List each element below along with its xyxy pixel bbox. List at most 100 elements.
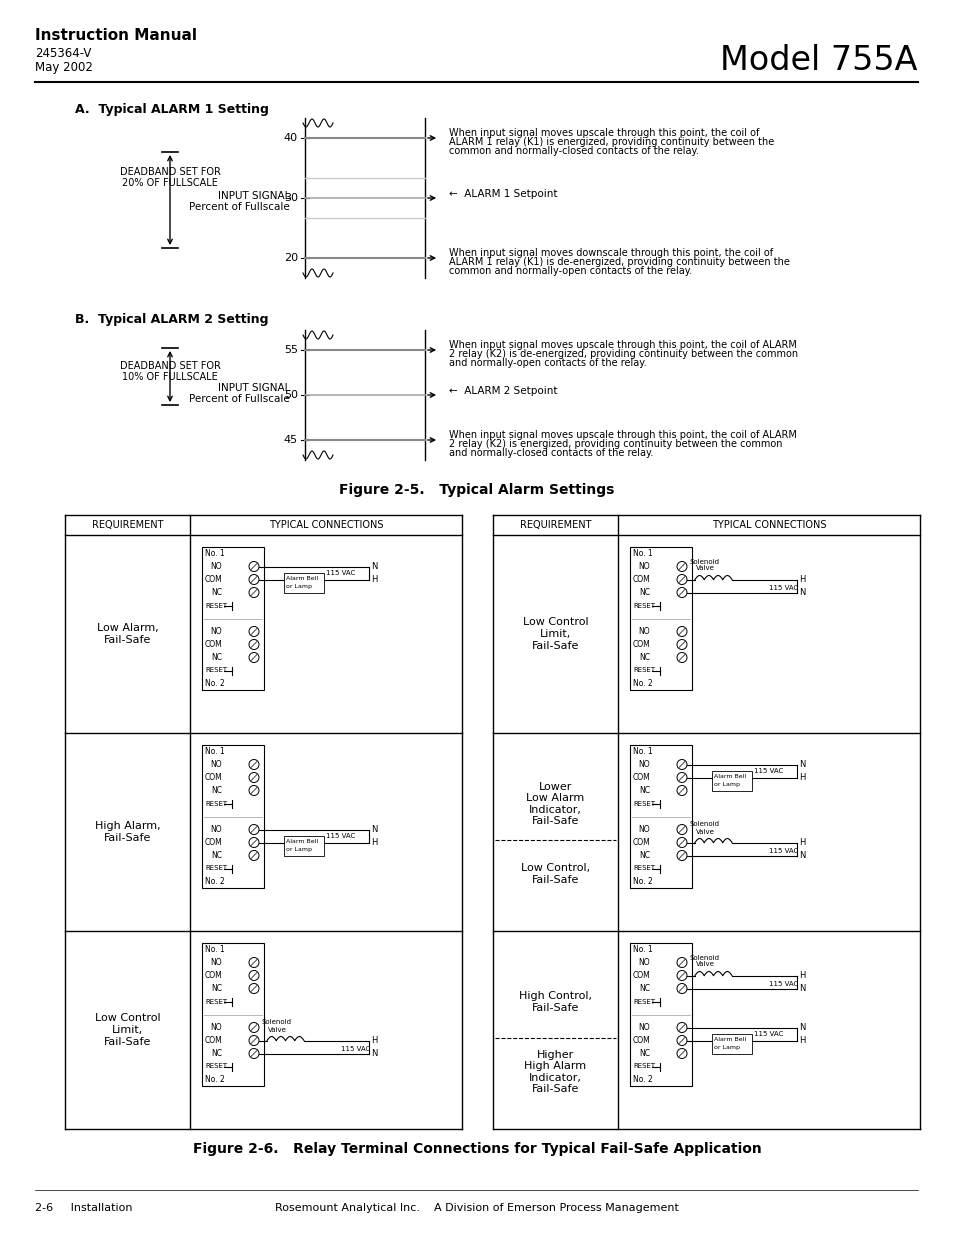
- Circle shape: [249, 957, 258, 967]
- Bar: [711, 771, 751, 790]
- Text: N: N: [799, 1023, 804, 1032]
- Text: 50: 50: [284, 390, 297, 400]
- Text: Alarm Bell: Alarm Bell: [713, 1037, 745, 1042]
- Circle shape: [677, 837, 686, 847]
- Text: No. 1: No. 1: [205, 945, 225, 953]
- Circle shape: [677, 1035, 686, 1046]
- Text: N: N: [799, 851, 804, 860]
- Text: When input signal moves upscale through this point, the coil of ALARM: When input signal moves upscale through …: [449, 340, 796, 350]
- Text: NC: NC: [639, 785, 649, 795]
- Text: Higher
High Alarm
Indicator,
Fail-Safe: Higher High Alarm Indicator, Fail-Safe: [524, 1050, 586, 1094]
- Circle shape: [677, 785, 686, 795]
- Text: and normally-closed contacts of the relay.: and normally-closed contacts of the rela…: [449, 448, 653, 458]
- Text: NO: NO: [638, 825, 649, 834]
- Text: Alarm Bell: Alarm Bell: [286, 839, 317, 844]
- Text: NC: NC: [211, 984, 222, 993]
- Circle shape: [249, 1049, 258, 1058]
- Text: 30: 30: [284, 193, 297, 203]
- Text: NC: NC: [211, 1049, 222, 1058]
- Text: 115 VAC: 115 VAC: [768, 848, 798, 853]
- Text: When input signal moves downscale through this point, the coil of: When input signal moves downscale throug…: [449, 248, 772, 258]
- Text: NO: NO: [638, 958, 649, 967]
- Text: ←  ALARM 1 Setpoint: ← ALARM 1 Setpoint: [449, 189, 557, 199]
- Text: 115 VAC: 115 VAC: [768, 981, 798, 987]
- Text: RESET: RESET: [633, 603, 655, 609]
- Text: COM: COM: [204, 971, 222, 981]
- Circle shape: [249, 652, 258, 662]
- Text: May 2002: May 2002: [35, 61, 92, 74]
- Text: Solenoid: Solenoid: [689, 558, 720, 564]
- Text: Lower
Low Alarm
Indicator,
Fail-Safe: Lower Low Alarm Indicator, Fail-Safe: [526, 782, 584, 826]
- Text: RESET: RESET: [205, 1063, 227, 1070]
- Text: RESET: RESET: [633, 667, 655, 673]
- Text: Low Alarm,
Fail-Safe: Low Alarm, Fail-Safe: [96, 624, 158, 645]
- Text: common and normally-open contacts of the relay.: common and normally-open contacts of the…: [449, 266, 691, 275]
- Circle shape: [677, 957, 686, 967]
- Text: When input signal moves upscale through this point, the coil of: When input signal moves upscale through …: [449, 128, 759, 138]
- Text: RESET: RESET: [205, 866, 227, 872]
- Text: B.  Typical ALARM 2 Setting: B. Typical ALARM 2 Setting: [75, 312, 268, 326]
- Circle shape: [677, 652, 686, 662]
- Text: Solenoid: Solenoid: [689, 821, 720, 827]
- Text: No. 1: No. 1: [205, 550, 225, 558]
- Circle shape: [249, 983, 258, 993]
- Text: 115 VAC: 115 VAC: [340, 1046, 370, 1052]
- Text: No. 1: No. 1: [633, 945, 652, 953]
- Text: NC: NC: [211, 588, 222, 597]
- Circle shape: [677, 626, 686, 636]
- Bar: [629, 745, 691, 888]
- Text: H: H: [799, 773, 804, 782]
- Text: Alarm Bell: Alarm Bell: [713, 774, 745, 779]
- Text: TYPICAL CONNECTIONS: TYPICAL CONNECTIONS: [269, 520, 383, 530]
- Text: No. 1: No. 1: [633, 550, 652, 558]
- Text: High Alarm,
Fail-Safe: High Alarm, Fail-Safe: [94, 821, 160, 842]
- Text: common and normally-closed contacts of the relay.: common and normally-closed contacts of t…: [449, 146, 699, 156]
- Bar: [629, 944, 691, 1086]
- Text: No. 2: No. 2: [205, 1074, 225, 1084]
- Circle shape: [249, 773, 258, 783]
- Text: COM: COM: [204, 1036, 222, 1045]
- Text: No. 1: No. 1: [205, 747, 225, 756]
- Circle shape: [249, 785, 258, 795]
- Circle shape: [677, 773, 686, 783]
- Text: N: N: [799, 760, 804, 769]
- Text: No. 2: No. 2: [633, 679, 652, 688]
- Circle shape: [249, 837, 258, 847]
- Text: RESET: RESET: [633, 999, 655, 1004]
- Text: 245364-V: 245364-V: [35, 47, 91, 61]
- Text: Low Control,
Fail-Safe: Low Control, Fail-Safe: [520, 863, 590, 884]
- Text: 115 VAC: 115 VAC: [768, 585, 798, 592]
- Text: NO: NO: [638, 562, 649, 571]
- Text: N: N: [371, 825, 377, 834]
- Text: DEADBAND SET FOR: DEADBAND SET FOR: [119, 361, 220, 370]
- Text: NO: NO: [638, 1023, 649, 1032]
- Circle shape: [249, 640, 258, 650]
- Text: Figure 2-6.   Relay Terminal Connections for Typical Fail-Safe Application: Figure 2-6. Relay Terminal Connections f…: [193, 1142, 760, 1156]
- Text: NO: NO: [638, 627, 649, 636]
- Text: No. 2: No. 2: [633, 877, 652, 885]
- Text: RESET: RESET: [633, 1063, 655, 1070]
- Circle shape: [249, 1035, 258, 1046]
- Text: NO: NO: [211, 562, 222, 571]
- Text: RESET: RESET: [205, 667, 227, 673]
- Text: COM: COM: [204, 839, 222, 847]
- Bar: [284, 573, 324, 593]
- Text: No. 2: No. 2: [205, 679, 225, 688]
- Text: and normally-open contacts of the relay.: and normally-open contacts of the relay.: [449, 358, 646, 368]
- Text: No. 1: No. 1: [633, 747, 652, 756]
- Text: 2-6     Installation: 2-6 Installation: [35, 1203, 132, 1213]
- Text: Solenoid: Solenoid: [262, 1020, 292, 1025]
- Text: RESET: RESET: [633, 866, 655, 872]
- Text: COM: COM: [204, 576, 222, 584]
- Text: NO: NO: [211, 825, 222, 834]
- Bar: [284, 836, 324, 856]
- Text: H: H: [371, 839, 377, 847]
- Text: COM: COM: [632, 640, 649, 650]
- Text: Rosemount Analytical Inc.    A Division of Emerson Process Management: Rosemount Analytical Inc. A Division of …: [274, 1203, 679, 1213]
- Circle shape: [677, 1023, 686, 1032]
- Bar: [202, 547, 264, 690]
- Bar: [711, 1034, 751, 1053]
- Text: RESET: RESET: [633, 800, 655, 806]
- Text: Figure 2-5.   Typical Alarm Settings: Figure 2-5. Typical Alarm Settings: [339, 483, 614, 496]
- Text: ALARM 1 relay (K1) is de-energized, providing continuity between the: ALARM 1 relay (K1) is de-energized, prov…: [449, 257, 789, 267]
